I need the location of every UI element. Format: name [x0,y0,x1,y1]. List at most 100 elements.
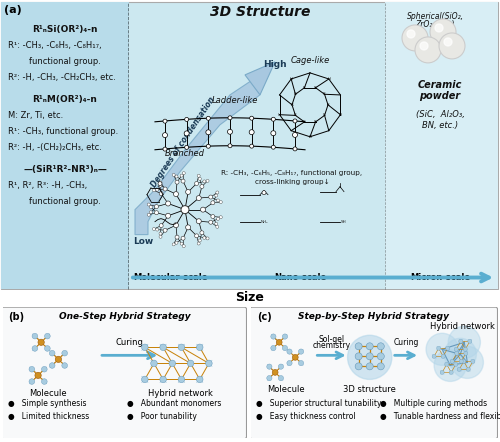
Circle shape [194,234,198,238]
Circle shape [366,353,373,360]
Text: Molecular-scale: Molecular-scale [133,273,208,282]
Text: Spherical(SiO₂,: Spherical(SiO₂, [406,12,464,21]
Circle shape [206,144,210,148]
Circle shape [206,130,211,135]
Text: functional group.: functional group. [29,57,101,66]
Circle shape [471,359,475,363]
Circle shape [228,144,232,148]
Circle shape [355,343,362,350]
Text: NH₂: NH₂ [261,220,268,224]
Circle shape [216,217,220,221]
Circle shape [444,38,452,46]
Circle shape [32,346,38,351]
Circle shape [250,116,254,120]
FancyBboxPatch shape [1,2,129,289]
Text: ●   Tunable hardness and flexibility: ● Tunable hardness and flexibility [380,412,500,420]
Circle shape [180,174,183,177]
Text: Cage-like: Cage-like [290,56,330,65]
Text: Molecule: Molecule [268,385,305,394]
Circle shape [194,182,198,186]
Circle shape [434,349,466,381]
Circle shape [378,343,384,350]
Text: 3D Structure: 3D Structure [210,5,310,19]
Circle shape [203,180,206,183]
Text: R: R [54,362,56,363]
Circle shape [148,213,150,216]
Circle shape [211,214,215,218]
Circle shape [186,190,190,194]
Circle shape [348,335,392,379]
Text: Micron-scale: Micron-scale [410,273,470,282]
Circle shape [50,363,55,368]
Circle shape [214,194,218,197]
Circle shape [272,370,278,375]
Circle shape [42,366,47,372]
Text: R: R [271,375,272,376]
Circle shape [159,232,162,235]
Circle shape [208,220,212,224]
Text: R: R [44,345,46,347]
Circle shape [402,25,428,51]
Circle shape [454,351,459,355]
Circle shape [172,243,175,246]
Text: ●   Abundant monomers: ● Abundant monomers [126,400,221,408]
Circle shape [174,223,178,228]
Circle shape [182,245,186,248]
FancyBboxPatch shape [385,2,498,289]
Circle shape [29,366,34,372]
Text: cross-linking group↓: cross-linking group↓ [254,179,330,185]
FancyBboxPatch shape [1,2,498,289]
Circle shape [162,133,168,137]
Polygon shape [135,75,260,235]
Circle shape [196,219,202,224]
Text: R: R [303,120,306,124]
Circle shape [160,344,166,351]
Circle shape [250,144,254,148]
Circle shape [180,242,183,245]
Circle shape [154,205,158,209]
Circle shape [62,363,68,368]
Circle shape [172,173,175,176]
Circle shape [439,33,465,59]
Text: H: H [339,113,342,117]
Circle shape [282,334,288,339]
Circle shape [166,213,170,218]
Text: Hybrid network: Hybrid network [430,322,494,331]
Circle shape [163,147,167,151]
Text: R: R [278,369,279,370]
Text: H: H [308,135,312,139]
Text: R: R [37,338,38,339]
Circle shape [278,364,283,369]
Circle shape [186,225,190,230]
Text: Size: Size [236,291,264,305]
Text: R: R [275,345,276,346]
Circle shape [266,364,272,369]
Circle shape [181,179,185,183]
Circle shape [156,188,158,191]
Text: (a): (a) [4,5,22,15]
Text: R¹: -CH₃, functional group.: R¹: -CH₃, functional group. [8,127,118,136]
Text: R¹, R², R³: -H, -CH₃,: R¹, R², R³: -H, -CH₃, [8,181,87,190]
Text: SH: SH [341,220,346,224]
Text: Degrees of condensation: Degrees of condensation [150,95,216,189]
Text: ●   Poor tunability: ● Poor tunability [126,412,196,420]
Circle shape [287,349,292,354]
Circle shape [462,359,466,363]
Text: R: R [290,103,294,107]
Circle shape [32,333,38,339]
Text: R: -CH₃, -C₆H₅, -C₈H₁₇, functional group,: R: -CH₃, -C₆H₅, -C₈H₁₇, functional group… [222,170,362,176]
Circle shape [440,370,444,374]
Text: (b): (b) [8,312,24,322]
Circle shape [262,191,266,194]
Text: Curing: Curing [116,338,143,347]
Circle shape [220,201,222,204]
Circle shape [298,349,304,354]
Text: BN, etc.): BN, etc.) [422,121,458,130]
Text: (c): (c) [257,312,272,322]
Circle shape [448,326,480,358]
Circle shape [464,347,468,351]
Text: ●   Simple synthesis: ● Simple synthesis [8,400,86,408]
Text: ●   Easy thickness control: ● Easy thickness control [256,412,356,420]
Circle shape [159,192,163,196]
Circle shape [441,354,445,358]
